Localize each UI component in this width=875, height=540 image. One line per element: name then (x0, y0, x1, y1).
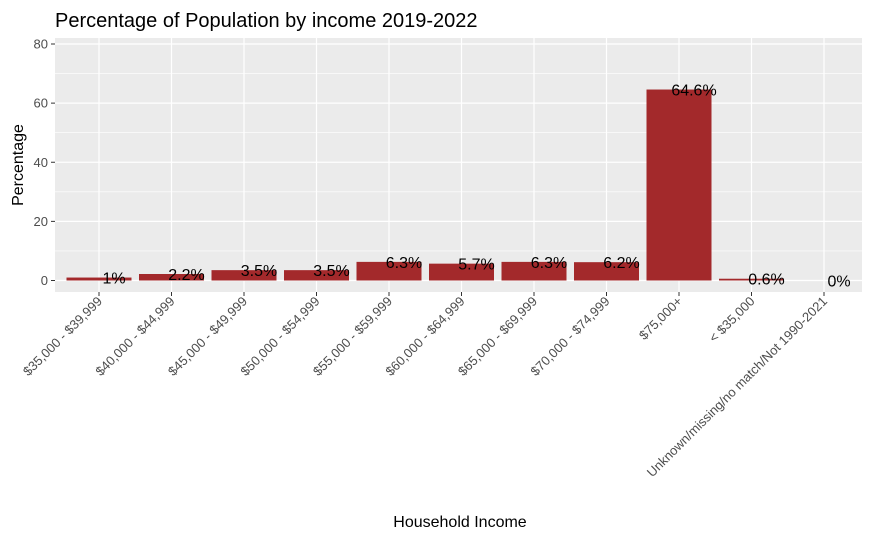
data-label: 3.5% (313, 263, 349, 280)
data-labels: 1% 2.2% 3.5% 3.5% 6.3% 5.7% 6.3% 6.2% 64.6% 0.6% 0… (102, 83, 850, 291)
x-tick-label: $70,000 - $74,999 (527, 294, 612, 379)
x-axis-title: Household Income (393, 514, 527, 531)
y-tick-label: 80 (34, 37, 48, 52)
x-tick-label: $40,000 - $44,999 (92, 294, 177, 379)
data-label: 3.5% (241, 263, 277, 280)
data-label: 5.7% (458, 257, 494, 274)
bar (284, 270, 349, 281)
bar (646, 89, 712, 281)
data-label: 6.2% (603, 255, 639, 272)
y-tick-label: 40 (34, 155, 48, 170)
bar (139, 273, 204, 281)
data-label: 0.6% (748, 272, 784, 289)
bars (66, 89, 784, 281)
data-label: 2.2% (168, 267, 204, 284)
data-label: 1% (102, 271, 125, 288)
x-axis: $35,000 - $39,999$40,000 - $44,999$45,00… (20, 292, 830, 480)
data-label: 6.3% (531, 255, 567, 272)
x-tick-label: $45,000 - $49,999 (165, 294, 250, 379)
chart-title: Percentage of Population by income 2019-… (55, 10, 478, 32)
data-label: 64.6% (671, 83, 716, 100)
x-tick-label: $55,000 - $59,999 (310, 294, 395, 379)
y-tick-label: 0 (41, 273, 48, 288)
x-tick-label: $60,000 - $64,999 (382, 294, 467, 379)
data-label: 0% (827, 274, 850, 291)
bar (66, 277, 132, 281)
data-label: 6.3% (386, 255, 422, 272)
x-tick-label: < $35,000 (706, 294, 758, 346)
plot-panel (55, 38, 862, 292)
y-tick-label: 60 (34, 96, 48, 111)
x-tick-label: $65,000 - $69,999 (455, 294, 540, 379)
bar (211, 270, 277, 281)
x-tick-label: $50,000 - $54,999 (237, 294, 322, 379)
bar (719, 278, 784, 281)
y-axis-title: Percentage (10, 124, 27, 206)
bar (574, 262, 639, 281)
y-axis: 0 20 40 60 80 (34, 37, 55, 288)
x-tick-label: $75,000+ (636, 294, 685, 343)
bar (501, 261, 567, 281)
x-tick-label: $35,000 - $39,999 (20, 294, 105, 379)
bar (429, 263, 494, 281)
bar (356, 261, 422, 281)
y-tick-label: 20 (34, 214, 48, 229)
